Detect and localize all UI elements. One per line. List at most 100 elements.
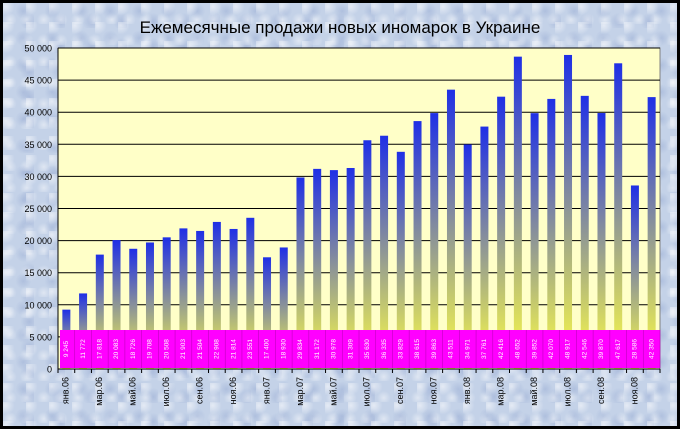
bar: [246, 217, 255, 369]
x-tick-label: май.07: [328, 377, 338, 406]
data-label: 31 172: [314, 339, 321, 359]
bars: [62, 54, 656, 370]
bar: [212, 221, 221, 369]
bar: [647, 97, 656, 369]
y-tick-label: 5 000: [29, 332, 52, 342]
data-label: 20 083: [113, 339, 120, 359]
data-label: 18 930: [280, 339, 287, 359]
data-label: 38 615: [414, 339, 421, 359]
data-label: 22 908: [214, 339, 221, 359]
bar: [279, 247, 288, 369]
data-label: 47 617: [615, 339, 622, 359]
bar: [313, 168, 322, 369]
bar: [614, 63, 623, 369]
bar: [497, 96, 506, 370]
data-label: 9 245: [63, 340, 70, 357]
bar: [263, 257, 272, 369]
data-label: 42 070: [548, 339, 555, 359]
bar: [597, 113, 606, 369]
data-label: 34 971: [464, 339, 471, 359]
data-label: 18 726: [130, 339, 137, 359]
data-label: 42 416: [498, 339, 505, 359]
data-label: 33 829: [398, 339, 405, 359]
bar: [229, 228, 238, 369]
data-label: 43 511: [448, 339, 455, 359]
x-tick-label: май.06: [128, 377, 138, 406]
x-tick-label: июл.07: [362, 377, 372, 406]
data-labels: 9 245 11 772 17 818 20 083 18 726 19 708 20 50…: [60, 330, 661, 368]
bar: [346, 167, 355, 369]
data-label: 19 708: [147, 339, 154, 359]
data-label: 30 978: [331, 339, 338, 359]
bar: [580, 95, 589, 370]
bar: [380, 135, 389, 369]
x-tick-label: янв.07: [261, 377, 271, 404]
x-tick-label: июл.08: [562, 377, 572, 406]
bar: [296, 177, 305, 369]
bar: [145, 242, 154, 369]
bar: [95, 254, 104, 369]
x-tick-label: мар.07: [295, 377, 305, 406]
data-label: 11 772: [80, 339, 87, 359]
data-label: 29 834: [297, 339, 304, 359]
y-tick-label: 30 000: [24, 172, 52, 182]
y-tick-label: 45 000: [24, 76, 52, 86]
x-tick-label: сен.08: [596, 377, 606, 404]
y-tick-label: 10 000: [24, 300, 52, 310]
x-tick-label: мар.06: [94, 377, 104, 406]
y-tick-label: 40 000: [24, 108, 52, 118]
bar: [396, 151, 405, 369]
data-label: 35 630: [364, 339, 371, 359]
bar: [513, 56, 522, 369]
data-label: 23 551: [247, 339, 254, 359]
data-label: 37 761: [481, 339, 488, 359]
data-label: 20 508: [163, 339, 170, 359]
data-label: 42 546: [581, 339, 588, 359]
data-label: 42 350: [648, 339, 655, 359]
bar: [630, 185, 639, 369]
bar: [480, 126, 489, 370]
bar: [179, 228, 188, 369]
x-tick-label: янв.06: [61, 377, 71, 404]
x-axis-ticks: янв.06 мар.06 май.06 июл.06 сен.06 ноя.06 янв.…: [57, 369, 661, 406]
x-tick-label: июл.06: [161, 377, 171, 406]
data-label: 36 335: [381, 339, 388, 359]
x-tick-label: сен.06: [195, 377, 205, 404]
data-label: 21 903: [180, 339, 187, 359]
bar: [112, 240, 121, 369]
bar: [430, 113, 439, 370]
x-tick-label: мар.08: [496, 377, 506, 406]
data-label: 28 586: [632, 339, 639, 359]
bar: [363, 140, 372, 369]
x-tick-label: сен.07: [395, 377, 405, 404]
bar: [129, 248, 138, 369]
data-label: 39 863: [431, 339, 438, 359]
data-label-band: [60, 330, 660, 368]
data-label: 21 504: [197, 339, 204, 359]
x-tick-label: ноя.07: [429, 377, 439, 404]
y-tick-label: 15 000: [24, 268, 52, 278]
data-label: 39 852: [531, 339, 538, 359]
y-tick-label: 50 000: [24, 44, 52, 54]
bar: [463, 144, 472, 369]
bar: [329, 170, 338, 369]
data-label: 17 400: [264, 339, 271, 359]
data-label: 48 652: [515, 339, 522, 359]
data-label: 21 814: [230, 339, 237, 359]
y-tick-label: 35 000: [24, 140, 52, 150]
y-tick-label: 20 000: [24, 236, 52, 246]
data-label: 31 309: [347, 339, 354, 359]
x-tick-label: янв.08: [462, 377, 472, 404]
y-tick-label: 0: [47, 365, 52, 375]
y-axis-ticks: 0 5 000 10 000 15 000 20 000 25 000 30 000 35 0…: [24, 44, 52, 375]
bar: [196, 230, 205, 369]
x-tick-label: ноя.08: [629, 377, 639, 404]
bar: [162, 237, 171, 369]
x-tick-label: ноя.06: [228, 377, 238, 404]
chart-title: Ежемесячные продажи новых иномарок в Укр…: [140, 18, 541, 37]
bar: [547, 98, 556, 370]
data-label: 17 818: [97, 339, 104, 359]
bar: [564, 54, 573, 370]
bar: [530, 113, 539, 369]
